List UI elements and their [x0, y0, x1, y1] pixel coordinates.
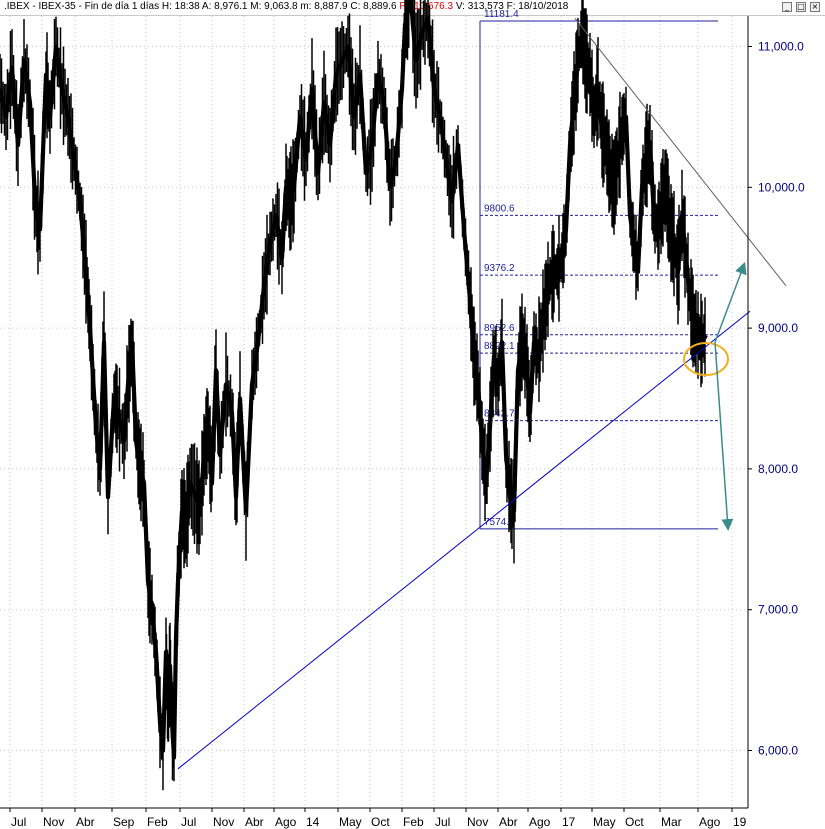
maximize-button[interactable]: □ — [796, 2, 806, 12]
time-label: H: 18:38 — [161, 1, 200, 12]
y-axis: 6,000.0 7,000.0 8,000.0 9,000.0 10,000.0 11,0… — [747, 16, 805, 808]
x-tick-label: May — [593, 815, 616, 829]
arrow-up — [714, 261, 747, 343]
x-tick-label: Abr — [245, 815, 264, 829]
close-label: C: 8,889.6 — [350, 1, 397, 12]
fib-level-label: 8342.7 — [484, 409, 515, 420]
x-tick-label: Jul — [11, 815, 26, 829]
fib-level-label: 11181.4 — [484, 9, 519, 20]
symbol-label: .IBEX - IBEX-35 - Fin de día 1 días — [4, 1, 160, 12]
low-label: m: 8,887.9 — [300, 1, 348, 12]
highlight-circle — [683, 342, 729, 376]
x-tick-label: 17 — [562, 815, 576, 829]
close-button[interactable]: × — [810, 2, 820, 12]
x-tick-label: Ago — [275, 815, 297, 829]
fib-level-label: 9800.6 — [484, 203, 515, 214]
y-tick-label: 7,000.0 — [758, 603, 798, 617]
x-tick-label: Ago — [699, 815, 721, 829]
volume-label: V: 313,573 — [455, 1, 504, 12]
x-tick-label: Nov — [467, 815, 488, 829]
y-tick-label: 8,000.0 — [758, 462, 798, 476]
x-tick-label: Mar — [661, 815, 682, 829]
open-label: A: 8,976.1 — [201, 1, 248, 12]
x-tick-label: May — [339, 815, 362, 829]
x-tick-label: Jul — [181, 815, 196, 829]
x-tick-label: Abr — [499, 815, 518, 829]
y-tick-label: 11,000.0 — [758, 40, 804, 54]
fib-level-label: 7574.0 — [484, 517, 515, 528]
fib-level-label: 8952.6 — [484, 323, 515, 334]
price-series — [0, 0, 708, 791]
x-tick-label: Sep — [113, 815, 135, 829]
high-label: M: 9,063.8 — [250, 1, 298, 12]
date-label: F: 18/10/2018 — [506, 1, 569, 12]
fib-level-label: 9376.2 — [484, 263, 515, 274]
annotations — [177, 18, 787, 770]
support-trendline — [177, 310, 751, 770]
x-tick-label: Abr — [76, 815, 95, 829]
arrow-down — [714, 342, 734, 532]
resistance-trendline — [574, 18, 787, 287]
x-tick-label: Jul — [435, 815, 450, 829]
minimize-button[interactable]: _ — [782, 2, 792, 12]
x-tick-label: Ago — [529, 815, 551, 829]
x-tick-label: Oct — [371, 815, 390, 829]
y-tick-label: 6,000.0 — [758, 744, 798, 758]
x-tick-label: Feb — [147, 815, 168, 829]
y-tick-label: 10,000.0 — [758, 180, 805, 194]
x-tick-label: Nov — [213, 815, 234, 829]
x-axis: Jul Nov Abr Sep Feb Jul Nov Abr Ago 14 May Oct Feb Ju… — [0, 807, 748, 829]
x-tick-label: Nov — [43, 815, 64, 829]
x-tick-label: 19 — [733, 815, 747, 829]
y-tick-label: 9,000.0 — [758, 321, 798, 335]
x-tick-label: 14 — [306, 815, 320, 829]
x-tick-label: Oct — [625, 815, 644, 829]
x-tick-label: Feb — [403, 815, 424, 829]
